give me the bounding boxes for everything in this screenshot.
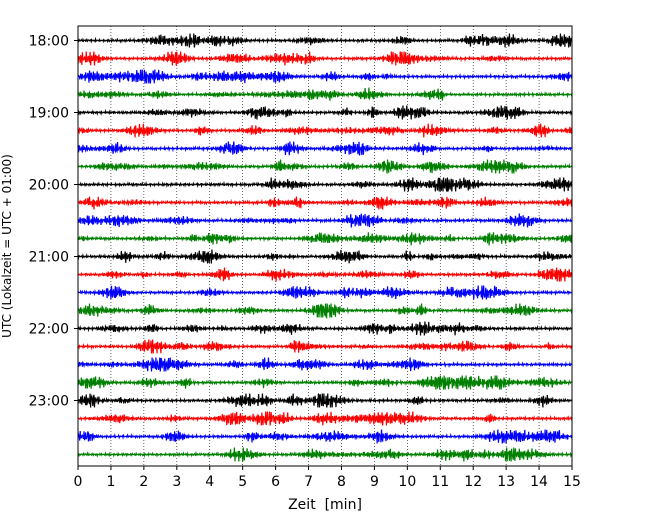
trace-2030 [77, 213, 573, 228]
trace-2130 [77, 285, 573, 300]
x-tick-label: 7 [304, 474, 313, 490]
trace-1930 [77, 141, 573, 156]
trace-2245 [77, 375, 573, 390]
x-tick-label: 5 [238, 474, 247, 490]
trace-2315 [77, 411, 573, 426]
x-tick-label: 12 [464, 474, 482, 490]
trace-1830 [77, 69, 573, 84]
trace-2145 [77, 303, 573, 320]
trace-2345 [77, 447, 573, 462]
trace-2330 [77, 429, 573, 444]
traces-group [77, 33, 573, 462]
x-tick-label: 1 [106, 474, 115, 490]
trace-2300 [77, 393, 573, 408]
plot-frame [77, 25, 573, 467]
x-tick-label: 0 [74, 474, 83, 490]
vertical-grid [110, 26, 540, 466]
y-tick-label: 23:00 [29, 394, 69, 410]
y-tick-label: 20:00 [29, 178, 69, 194]
x-tick-label: 8 [337, 474, 346, 490]
y-tick-label: 18:00 [29, 34, 69, 50]
y-axis-label: UTC (Lokalzeit = UTC + 01:00) [0, 154, 14, 338]
trace-1900 [77, 105, 573, 120]
trace-2015 [77, 196, 573, 210]
trace-2230 [77, 357, 573, 372]
y-tick-label: 21:00 [29, 250, 69, 266]
trace-2200 [77, 321, 573, 336]
x-tick-label: 4 [205, 474, 214, 490]
trace-2045 [77, 232, 573, 246]
x-tick-label: 13 [497, 474, 515, 490]
trace-2215 [77, 339, 573, 354]
trace-1845 [77, 87, 573, 101]
trace-1915 [77, 123, 573, 138]
x-axis-ticks: 0 1 2 3 4 5 6 7 8 9 10 11 12 13 14 15 [74, 466, 581, 490]
plot-background [78, 26, 572, 466]
trace-2115 [77, 267, 573, 282]
x-axis-label: Zeit [min] [288, 497, 362, 513]
trace-1945 [77, 159, 573, 174]
x-tick-label: 2 [139, 474, 148, 490]
x-tick-label: 6 [271, 474, 280, 490]
y-axis-ticks: 18:00 19:00 20:00 21:00 22:00 23:00 [29, 34, 78, 410]
trace-2100 [77, 249, 573, 264]
trace-1815 [77, 51, 573, 66]
x-tick-label: 11 [431, 474, 449, 490]
x-tick-label: 14 [530, 474, 548, 490]
x-tick-label: 10 [398, 474, 416, 490]
x-tick-label: 9 [370, 474, 379, 490]
trace-2000 [77, 177, 573, 192]
y-tick-label: 22:00 [29, 322, 69, 338]
trace-1800 [77, 33, 573, 48]
x-tick-label: 15 [563, 474, 581, 490]
x-tick-label: 3 [172, 474, 181, 490]
y-tick-label: 19:00 [29, 106, 69, 122]
